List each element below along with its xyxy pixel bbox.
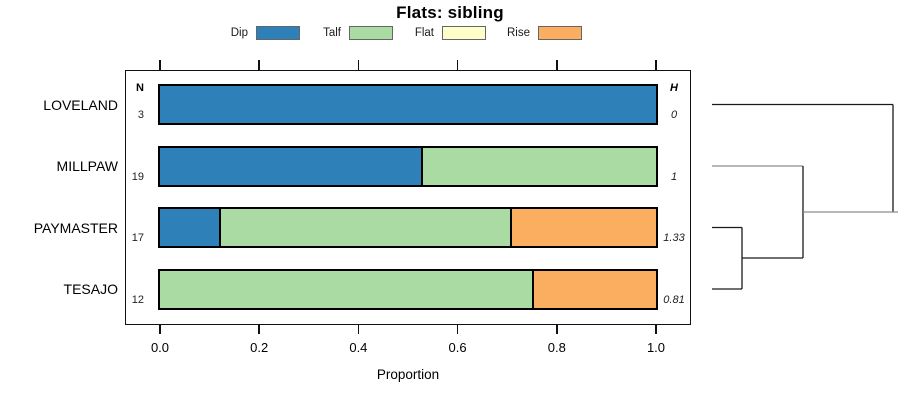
- axis-tick-bottom: [159, 324, 161, 334]
- legend-item: Talf: [289, 25, 393, 41]
- axis-tick-bottom: [456, 324, 459, 334]
- legend-swatch-rise: [538, 26, 582, 40]
- x-tick-label: 0.2: [250, 340, 269, 355]
- bar-segment-rise: [532, 270, 656, 308]
- axis-tick-bottom: [556, 324, 558, 334]
- axis-tick-top: [456, 60, 459, 70]
- axis-tick-top: [655, 60, 657, 70]
- n-value: 17: [131, 232, 144, 244]
- x-axis-title: Proportion: [376, 367, 440, 382]
- h-column-header: H: [670, 82, 678, 94]
- plot-box: [125, 70, 691, 325]
- bar-segment-rise: [510, 209, 656, 246]
- stacked-bar: [158, 84, 658, 125]
- chart-title: Flats: sibling: [396, 3, 504, 22]
- axis-tick-top: [357, 60, 360, 70]
- axis-tick-bottom: [258, 324, 260, 334]
- axis-tick-top: [159, 60, 161, 70]
- bar-segment-talf: [160, 270, 532, 308]
- bar-segment-dip: [160, 147, 421, 185]
- x-tick-label: 1.0: [646, 340, 666, 355]
- axis-tick-top: [258, 60, 260, 70]
- legend-label: Talf: [323, 27, 341, 39]
- legend-item: Dip: [196, 25, 300, 41]
- category-label: PAYMASTER: [33, 219, 118, 236]
- h-value: 1: [670, 170, 678, 183]
- bar-segment-talf: [421, 147, 656, 185]
- x-tick-label: 0.4: [349, 340, 368, 355]
- x-tick-label: 0.8: [547, 340, 566, 355]
- legend-label: Dip: [230, 27, 248, 39]
- n-value: 3: [137, 109, 144, 121]
- stacked-bar: [158, 207, 658, 248]
- bar-segment-dip: [160, 209, 219, 246]
- h-value: 0.81: [663, 293, 685, 306]
- legend-swatch-talf: [349, 26, 393, 40]
- bar-segment-talf: [219, 209, 510, 246]
- legend-swatch-dip: [256, 26, 300, 40]
- legend-item: Rise: [478, 25, 582, 41]
- legend-item: Flat: [382, 25, 486, 41]
- stacked-bar: [158, 268, 658, 310]
- legend-label: Flat: [414, 27, 434, 39]
- category-label: MILLPAW: [56, 158, 118, 174]
- stacked-bar: [158, 145, 658, 187]
- n-value: 19: [131, 170, 144, 183]
- x-tick-label: 0.6: [448, 340, 467, 355]
- x-tick-label: 0.0: [150, 340, 170, 355]
- h-value: 0: [670, 109, 678, 121]
- legend-label: Rise: [506, 27, 530, 39]
- category-label: TESAJO: [63, 281, 118, 297]
- n-value: 12: [131, 293, 144, 306]
- bar-segment-dip: [160, 86, 656, 123]
- axis-tick-bottom: [655, 324, 657, 334]
- n-column-header: N: [136, 82, 144, 94]
- axis-tick-top: [556, 60, 558, 70]
- h-value: 1.33: [663, 232, 685, 244]
- axis-tick-bottom: [357, 324, 360, 334]
- category-label: LOVELAND: [43, 96, 118, 113]
- legend-swatch-flat: [442, 26, 486, 40]
